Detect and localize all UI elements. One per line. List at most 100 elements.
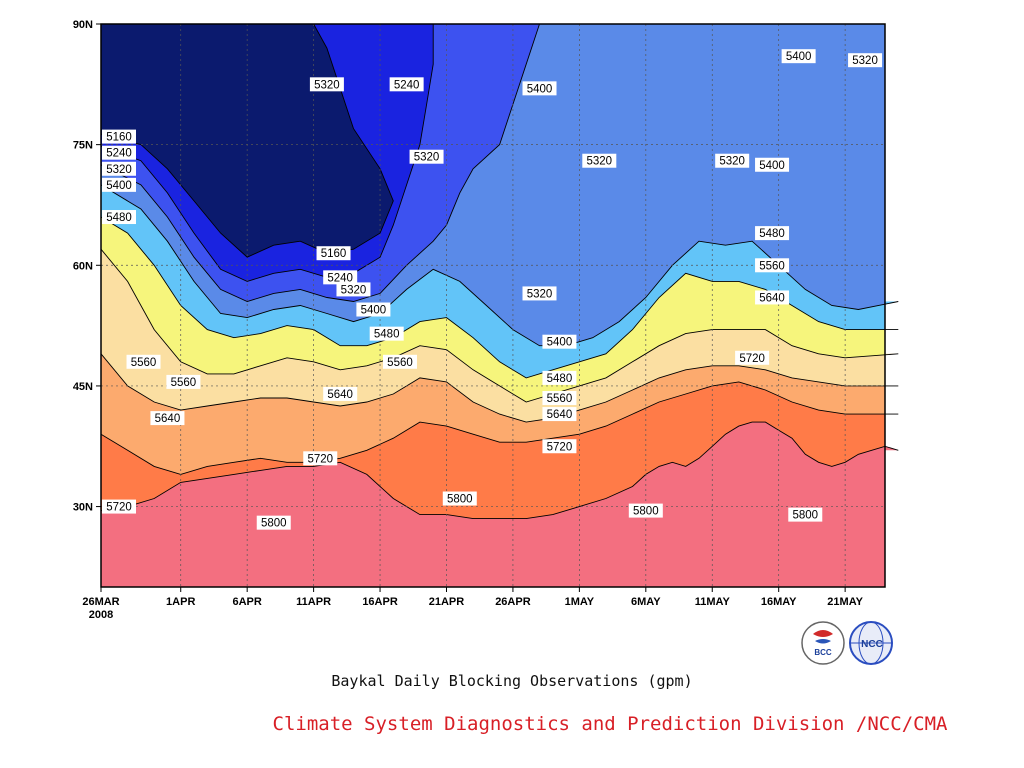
contour-label: 5720 xyxy=(303,451,338,466)
svg-text:5240: 5240 xyxy=(106,148,132,160)
svg-text:NCC: NCC xyxy=(861,639,883,650)
svg-text:5560: 5560 xyxy=(759,260,785,272)
band-fill-5800 xyxy=(101,422,899,587)
svg-text:5640: 5640 xyxy=(547,409,573,421)
svg-text:5320: 5320 xyxy=(341,284,367,296)
contour-label: 5160 xyxy=(316,246,351,261)
contour-label: 5320 xyxy=(409,149,444,164)
svg-text:5800: 5800 xyxy=(261,518,287,530)
x-tick-label: 11APR xyxy=(296,596,331,608)
svg-text:5480: 5480 xyxy=(106,212,132,224)
x-tick-label: 1MAY xyxy=(565,596,595,608)
svg-text:5480: 5480 xyxy=(374,329,400,341)
contour-label: 5560 xyxy=(382,354,417,369)
y-tick-label: 90N xyxy=(73,19,93,31)
contour-label: 5400 xyxy=(781,49,816,64)
y-tick-label: 60N xyxy=(73,260,93,272)
contour-line-5640 xyxy=(100,353,899,423)
svg-text:5320: 5320 xyxy=(414,152,440,164)
contour-label: 5320 xyxy=(582,153,617,168)
contour-label: 5480 xyxy=(369,326,404,341)
svg-text:5720: 5720 xyxy=(307,453,333,465)
svg-text:5560: 5560 xyxy=(131,357,157,369)
x-axis: 26MAR 1APR 6APR 11APR 16APR 21APR 26APR 1MAY 6MA… xyxy=(82,587,864,621)
x-tick-label: 21APR xyxy=(429,596,465,608)
contour-label: 5480 xyxy=(542,370,577,385)
contour-line-5320 xyxy=(100,23,540,302)
x-tick-label: 6MAY xyxy=(631,596,661,608)
svg-text:5480: 5480 xyxy=(547,373,573,385)
y-axis: 30N 45N 60N 75N 90N xyxy=(73,19,101,514)
contour-label: 5160 xyxy=(102,129,136,144)
ncc-logo-icon: NCC xyxy=(849,621,893,665)
contour-label: 5400 xyxy=(755,157,790,172)
svg-text:5720: 5720 xyxy=(106,502,132,514)
contour-label: 5480 xyxy=(102,210,136,225)
svg-text:5160: 5160 xyxy=(321,248,347,260)
svg-text:5320: 5320 xyxy=(314,79,340,91)
bcc-logo-icon: BCC xyxy=(801,621,845,665)
x-tick-label: 16APR xyxy=(362,596,398,608)
svg-text:5320: 5320 xyxy=(852,55,878,67)
svg-text:5640: 5640 xyxy=(759,292,785,304)
svg-text:5320: 5320 xyxy=(106,164,132,176)
contour-label: 5640 xyxy=(150,411,185,426)
contour-label: 5240 xyxy=(389,77,424,92)
svg-text:5240: 5240 xyxy=(394,79,420,91)
contour-label: 5240 xyxy=(323,270,358,285)
contour-label: 5800 xyxy=(442,491,477,506)
contour-line-5800 xyxy=(100,421,899,520)
svg-text:5320: 5320 xyxy=(587,156,613,168)
contour-label: 5560 xyxy=(755,258,790,273)
contour-label: 5560 xyxy=(542,390,577,405)
contour-label: 5400 xyxy=(356,302,391,317)
svg-text:5720: 5720 xyxy=(547,441,573,453)
svg-text:5400: 5400 xyxy=(106,180,132,192)
svg-text:5320: 5320 xyxy=(527,288,553,300)
x-tick-label: 26MAR xyxy=(82,596,119,608)
contour-label: 5720 xyxy=(102,499,136,514)
svg-text:5800: 5800 xyxy=(447,494,473,506)
year-label: 2008 xyxy=(89,609,113,621)
contour-label: 5720 xyxy=(735,350,770,365)
contour-label: 5320 xyxy=(522,286,557,301)
svg-text:5640: 5640 xyxy=(327,389,353,401)
svg-text:5400: 5400 xyxy=(527,83,553,95)
contour-label: 5640 xyxy=(755,290,790,305)
svg-text:5400: 5400 xyxy=(786,51,812,63)
svg-text:5640: 5640 xyxy=(155,413,181,425)
plot-frame xyxy=(100,23,886,588)
contour-label: 5400 xyxy=(102,177,136,192)
contour-label: 5320 xyxy=(715,153,750,168)
x-tick-label: 16MAY xyxy=(761,596,797,608)
svg-text:5480: 5480 xyxy=(759,228,785,240)
x-tick-label: 26APR xyxy=(495,596,531,608)
chart-subtitle: Baykal Daily Blocking Observations (gpm) xyxy=(331,672,693,690)
y-tick-label: 45N xyxy=(73,381,93,393)
x-tick-label: 6APR xyxy=(232,596,261,608)
y-tick-label: 75N xyxy=(73,140,93,152)
contour-label: 5800 xyxy=(788,507,823,522)
svg-text:5800: 5800 xyxy=(633,506,659,518)
contour-label: 5240 xyxy=(102,145,136,160)
svg-text:5160: 5160 xyxy=(106,132,132,144)
contour-label: 5560 xyxy=(126,354,161,369)
svg-text:5400: 5400 xyxy=(361,305,387,317)
x-tick-label: 11MAY xyxy=(695,596,731,608)
contour-label: 5640 xyxy=(323,386,358,401)
svg-text:5400: 5400 xyxy=(547,337,573,349)
y-tick-label: 30N xyxy=(73,502,93,514)
credit-line: Climate System Diagnostics and Predictio… xyxy=(272,713,948,735)
contour-line-5480 xyxy=(100,216,899,379)
grid-lines xyxy=(101,24,885,587)
contour-label: 5320 xyxy=(336,282,371,297)
svg-text:5240: 5240 xyxy=(327,272,353,284)
svg-text:5400: 5400 xyxy=(759,160,785,172)
contour-line-5720 xyxy=(100,381,899,475)
x-tick-label: 1APR xyxy=(166,596,195,608)
contour-label: 5800 xyxy=(256,515,291,530)
contour-label: 5480 xyxy=(755,226,790,241)
svg-text:BCC: BCC xyxy=(814,648,832,657)
svg-text:5320: 5320 xyxy=(719,156,745,168)
